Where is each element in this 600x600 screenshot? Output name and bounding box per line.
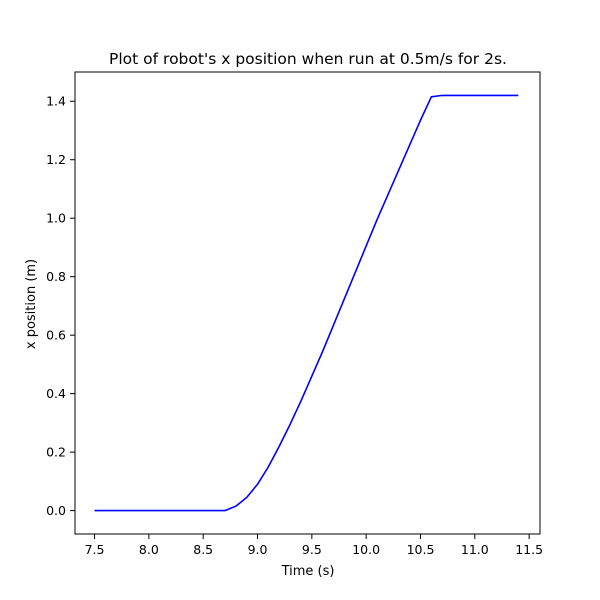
x-tick-label: 8.0: [139, 542, 159, 557]
chart-title: Plot of robot's x position when run at 0…: [109, 50, 507, 68]
y-tick-label: 0.6: [46, 328, 66, 343]
x-tick-label: 10.5: [407, 542, 435, 557]
series-line-0: [94, 94, 519, 512]
x-axis: 7.5 8.0 8.5 9.0 9.5 10.0 10.5 11.0 11.5: [85, 534, 543, 557]
plot-area: [74, 71, 541, 535]
x-tick-label: 8.5: [193, 542, 213, 557]
y-axis-label: x position (m): [24, 259, 39, 349]
x-tick-label: 11.5: [515, 542, 543, 557]
x-tick-label: 10.0: [352, 542, 380, 557]
x-axis-label: Time (s): [281, 564, 335, 579]
x-tick-label: 9.5: [302, 542, 322, 557]
axes-frame: [74, 71, 541, 535]
x-tick-label: 9.0: [248, 542, 268, 557]
x-tick-label: 11.0: [461, 542, 489, 557]
y-tick-label: 1.0: [46, 211, 66, 226]
y-axis: 0.0 0.2 0.4 0.6 0.8 1.0 1.2 1.4: [46, 94, 75, 518]
y-tick-label: 0.2: [46, 445, 66, 460]
y-tick-label: 0.8: [46, 269, 66, 284]
y-tick-label: 0.4: [46, 386, 66, 401]
y-tick-label: 1.2: [46, 152, 66, 167]
y-tick-label: 1.4: [46, 94, 66, 109]
y-tick-label: 0.0: [46, 503, 66, 518]
x-tick-label: 7.5: [85, 542, 105, 557]
